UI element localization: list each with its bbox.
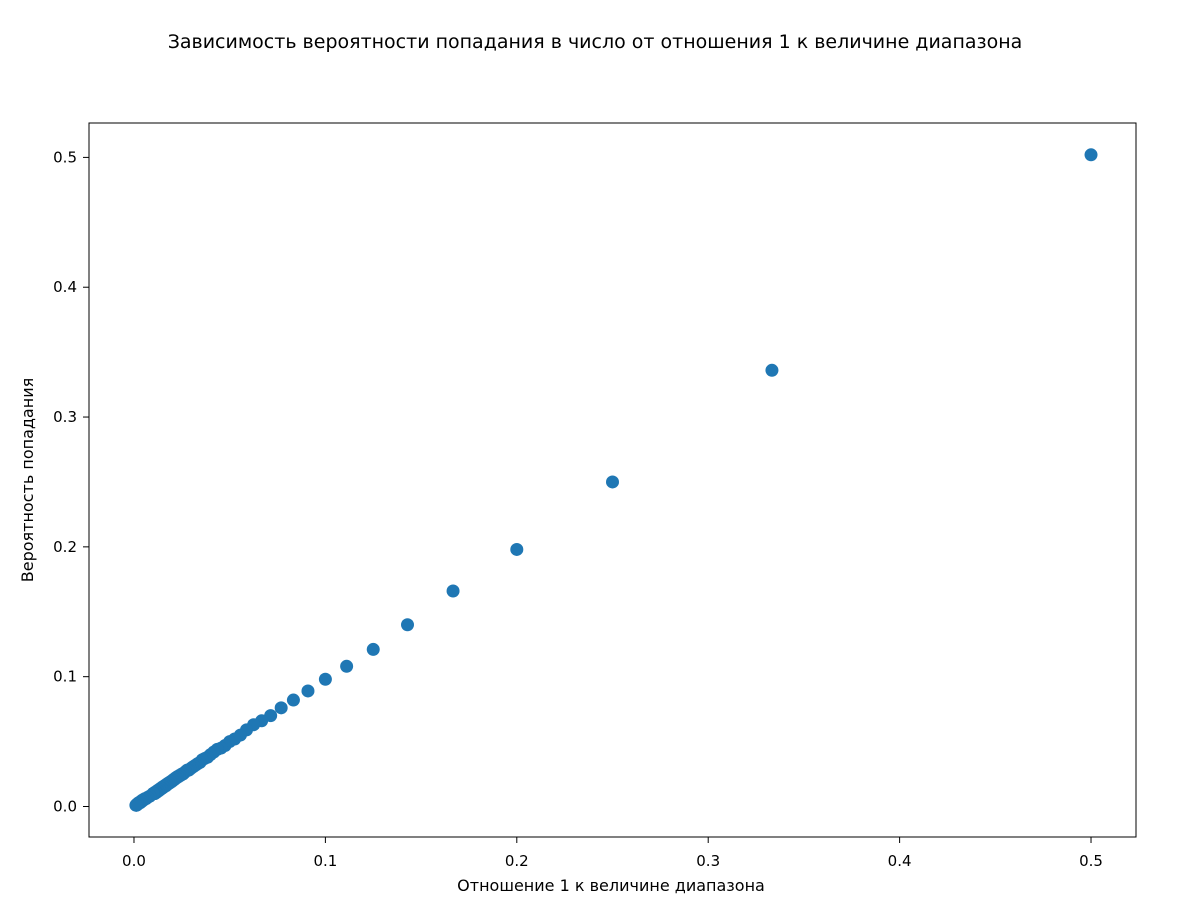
x-tick-label: 0.5 xyxy=(1079,852,1103,870)
y-tick-label: 0.4 xyxy=(53,278,77,296)
y-tick-label: 0.2 xyxy=(53,538,77,556)
data-point xyxy=(765,363,779,377)
y-axis-label: Вероятность попадания xyxy=(18,378,37,582)
data-point xyxy=(510,542,524,556)
x-tick-label: 0.4 xyxy=(888,852,912,870)
data-point xyxy=(301,684,315,698)
data-point xyxy=(274,701,288,715)
y-tick-label: 0.5 xyxy=(53,148,77,166)
x-tick-label: 0.0 xyxy=(122,852,146,870)
plot-area-frame xyxy=(88,122,1137,838)
data-point xyxy=(1084,148,1098,162)
data-point xyxy=(129,798,143,812)
x-axis-ticks: 0.0 0.1 0.2 0.3 0.4 0.5 xyxy=(122,837,1103,870)
data-point xyxy=(606,475,619,489)
y-tick-label: 0.1 xyxy=(53,668,77,686)
data-point xyxy=(318,672,332,686)
x-axis-label: Отношение 1 к величине диапазона xyxy=(457,876,765,895)
data-point xyxy=(340,659,354,673)
data-point xyxy=(401,618,414,632)
data-points xyxy=(129,148,1098,812)
y-tick-label: 0.3 xyxy=(53,408,77,426)
data-point xyxy=(446,584,460,598)
data-point xyxy=(366,642,380,656)
y-axis-ticks: 0.0 0.1 0.2 0.3 0.4 0.5 xyxy=(53,148,89,815)
chart-title: Зависимость вероятности попадания в числ… xyxy=(168,31,1023,53)
y-tick-label: 0.0 xyxy=(53,797,77,815)
x-tick-label: 0.1 xyxy=(313,852,337,870)
x-tick-label: 0.2 xyxy=(505,852,529,870)
data-point xyxy=(286,693,300,707)
x-tick-label: 0.3 xyxy=(696,852,720,870)
